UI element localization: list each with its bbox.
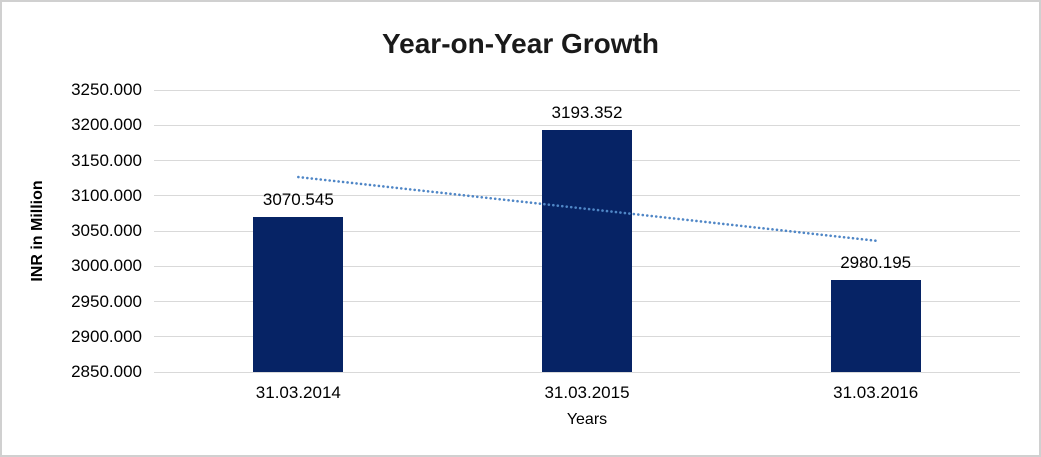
bar bbox=[542, 129, 632, 372]
x-tick-label: 31.03.2014 bbox=[255, 383, 341, 402]
x-tick-label: 31.03.2015 bbox=[544, 383, 630, 402]
gridline bbox=[154, 89, 1020, 91]
data-label: 2980.195 bbox=[840, 253, 912, 273]
x-tick-label: 31.03.2016 bbox=[833, 383, 919, 402]
y-tick-label: 3250.000 bbox=[71, 80, 142, 99]
bar bbox=[253, 216, 344, 372]
y-tick-label: 3100.000 bbox=[71, 185, 142, 205]
y-tick-label: 3050.000 bbox=[71, 221, 142, 240]
y-tick-label: 3150.000 bbox=[71, 150, 142, 170]
y-tick-label: 2950.000 bbox=[71, 291, 142, 311]
y-tick-label: 2900.000 bbox=[71, 326, 142, 346]
x-axis-title: Years bbox=[566, 411, 608, 428]
chart-title: Year-on-Year Growth bbox=[382, 28, 659, 59]
y-tick-label: 2850.000 bbox=[71, 362, 142, 381]
gridline bbox=[154, 371, 1020, 373]
y-tick-label: 3000.000 bbox=[71, 256, 142, 276]
bar bbox=[830, 280, 921, 372]
y-tick-label: 3200.000 bbox=[71, 115, 142, 135]
gridline bbox=[154, 124, 1020, 126]
data-label: 3070.545 bbox=[262, 189, 334, 209]
data-label: 3193.352 bbox=[551, 102, 623, 122]
y-axis-title: INR in Million bbox=[29, 180, 46, 282]
